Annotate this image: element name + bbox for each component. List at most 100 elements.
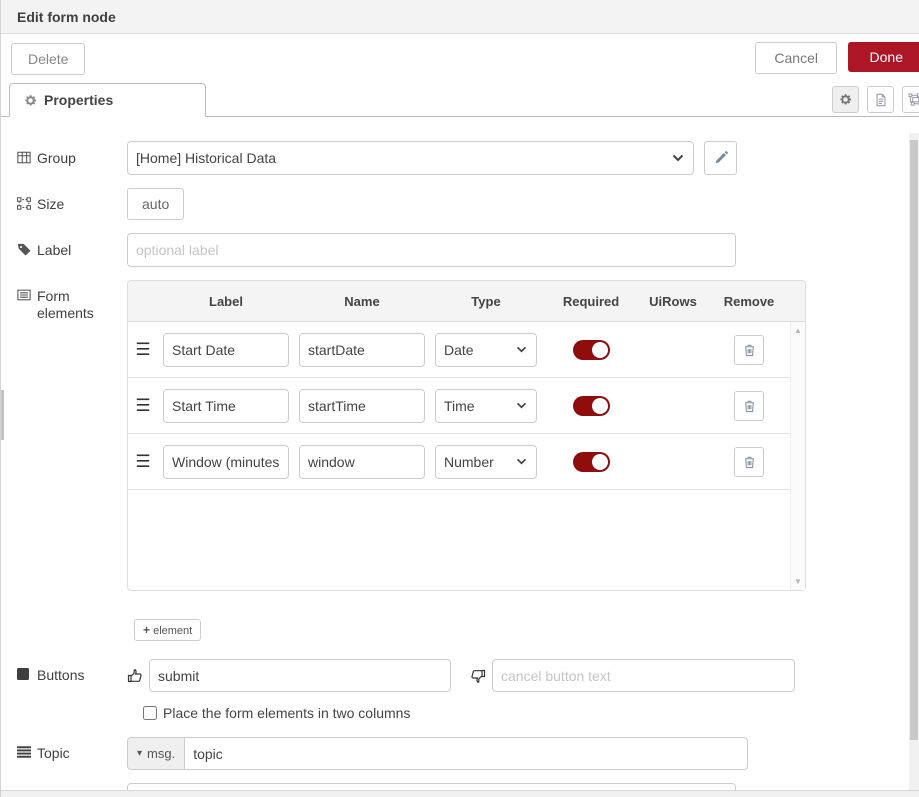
submit-button-text-input[interactable] <box>149 659 451 692</box>
trash-icon <box>743 399 756 413</box>
buttons-label: Buttons <box>17 667 127 684</box>
remove-element-button[interactable] <box>734 446 764 477</box>
topic-typed-input: ▾ msg. topic <box>127 737 748 770</box>
editor-tab-bar: Properties <box>1 83 919 117</box>
tab-properties-label: Properties <box>44 92 114 108</box>
form-elements-label: Form elements <box>17 280 127 322</box>
label-row: Label <box>17 233 919 267</box>
object-group-icon <box>908 92 919 107</box>
required-toggle[interactable] <box>572 395 610 416</box>
col-header-uirows: UiRows <box>649 293 697 309</box>
add-element-button[interactable]: + element <box>134 619 202 641</box>
element-label-input[interactable] <box>163 388 289 423</box>
edit-group-button[interactable] <box>704 141 737 175</box>
group-select[interactable]: [Home] Historical Data <box>127 141 694 175</box>
form-elements-list: ☰ Date <box>128 322 805 590</box>
tasks-icon <box>17 745 32 758</box>
col-header-label: Label <box>209 293 243 309</box>
two-columns-label: Place the form elements in two columns <box>163 705 411 721</box>
required-toggle[interactable] <box>572 339 610 360</box>
element-label-input[interactable] <box>163 444 289 479</box>
size-row: Size auto <box>17 188 919 220</box>
table-icon <box>17 150 32 164</box>
scroll-up-icon[interactable]: ▲ <box>794 326 802 335</box>
topic-type-button[interactable]: ▾ msg. <box>128 738 186 769</box>
element-name-input[interactable] <box>299 444 425 479</box>
element-type-select[interactable]: Time <box>435 388 537 423</box>
tag-icon <box>17 242 32 257</box>
element-label-input[interactable] <box>163 332 289 367</box>
chevron-down-icon <box>516 346 527 353</box>
chevron-down-icon <box>516 458 527 465</box>
element-type-select[interactable]: Date <box>435 332 537 367</box>
element-name-input[interactable] <box>299 332 425 367</box>
topic-value[interactable]: topic <box>193 745 223 762</box>
label-input[interactable] <box>127 233 736 267</box>
thumbs-down-icon <box>470 668 486 684</box>
two-columns-checkbox[interactable] <box>143 706 157 720</box>
form-element-row: ☰ Time <box>128 378 805 434</box>
form-elements-header: Label Name Type Required UiRows Remove <box>128 281 805 322</box>
col-header-type: Type <box>471 293 501 309</box>
scroll-down-icon[interactable]: ▼ <box>794 577 802 586</box>
cancel-button-text-input[interactable] <box>492 659 795 692</box>
required-toggle[interactable] <box>572 451 610 472</box>
gear-icon <box>24 94 37 107</box>
two-columns-row: Place the form elements in two columns <box>143 705 919 721</box>
tabbar-buttons <box>832 86 919 113</box>
thumbs-up-icon <box>127 668 143 684</box>
editor-body: Group [Home] Historical Data Size auto <box>1 117 919 797</box>
col-header-remove: Remove <box>723 293 775 309</box>
table-scrollbar[interactable]: ▲ ▼ <box>790 322 805 590</box>
form-elements-row: Form elements Label Name Type Required U… <box>17 280 919 591</box>
trash-icon <box>743 455 756 469</box>
form-element-row: ☰ Number <box>128 434 805 490</box>
element-name-input[interactable] <box>299 388 425 423</box>
topic-row: Topic ▾ msg. topic <box>17 737 919 770</box>
object-size-icon <box>17 196 32 210</box>
col-header-required: Required <box>562 293 620 309</box>
left-scroll-mark <box>1 390 4 440</box>
node-description-button[interactable] <box>867 86 894 113</box>
add-element-wrap: + element <box>127 604 919 659</box>
buttons-row: Buttons <box>17 659 919 692</box>
group-label: Group <box>17 150 127 167</box>
caret-down-icon: ▾ <box>137 748 143 759</box>
dialog-title: Edit form node <box>17 8 116 25</box>
square-icon <box>17 667 32 680</box>
size-button[interactable]: auto <box>127 188 185 220</box>
form-elements-table: Label Name Type Required UiRows Remove ☰… <box>127 280 806 591</box>
form-element-row: ☰ Date <box>128 322 805 378</box>
drag-handle-icon[interactable]: ☰ <box>135 395 151 415</box>
delete-button[interactable]: Delete <box>11 42 86 75</box>
node-appearance-button[interactable] <box>902 86 919 113</box>
remove-element-button[interactable] <box>734 334 764 365</box>
topic-label: Topic <box>17 745 127 762</box>
element-type-select[interactable]: Number <box>435 444 537 479</box>
chevron-down-icon <box>672 154 684 162</box>
node-settings-button[interactable] <box>832 86 859 113</box>
drag-handle-icon[interactable]: ☰ <box>135 339 151 359</box>
cancel-button[interactable]: Cancel <box>755 42 837 74</box>
page-scrollbar[interactable] <box>909 133 919 797</box>
tab-properties[interactable]: Properties <box>9 83 206 117</box>
dialog-header: Edit form node <box>1 0 919 34</box>
gear-icon <box>839 93 852 106</box>
document-icon <box>874 93 888 107</box>
chevron-down-icon <box>516 402 527 409</box>
label-label: Label <box>17 242 127 259</box>
topic-type-label: msg. <box>147 746 176 761</box>
scrollbar-thumb[interactable] <box>910 140 918 740</box>
group-select-value: [Home] Historical Data <box>136 150 277 166</box>
done-button[interactable]: Done <box>847 42 919 72</box>
drag-handle-icon[interactable]: ☰ <box>135 451 151 471</box>
col-header-name: Name <box>344 293 380 309</box>
group-row: Group [Home] Historical Data <box>17 141 919 175</box>
size-label: Size <box>17 196 127 213</box>
pencil-icon <box>714 151 728 165</box>
list-alt-icon <box>17 288 32 301</box>
bottom-edge <box>1 790 919 797</box>
remove-element-button[interactable] <box>734 390 764 421</box>
dialog-button-bar: Delete Cancel Done <box>1 34 919 83</box>
trash-icon <box>743 343 756 357</box>
